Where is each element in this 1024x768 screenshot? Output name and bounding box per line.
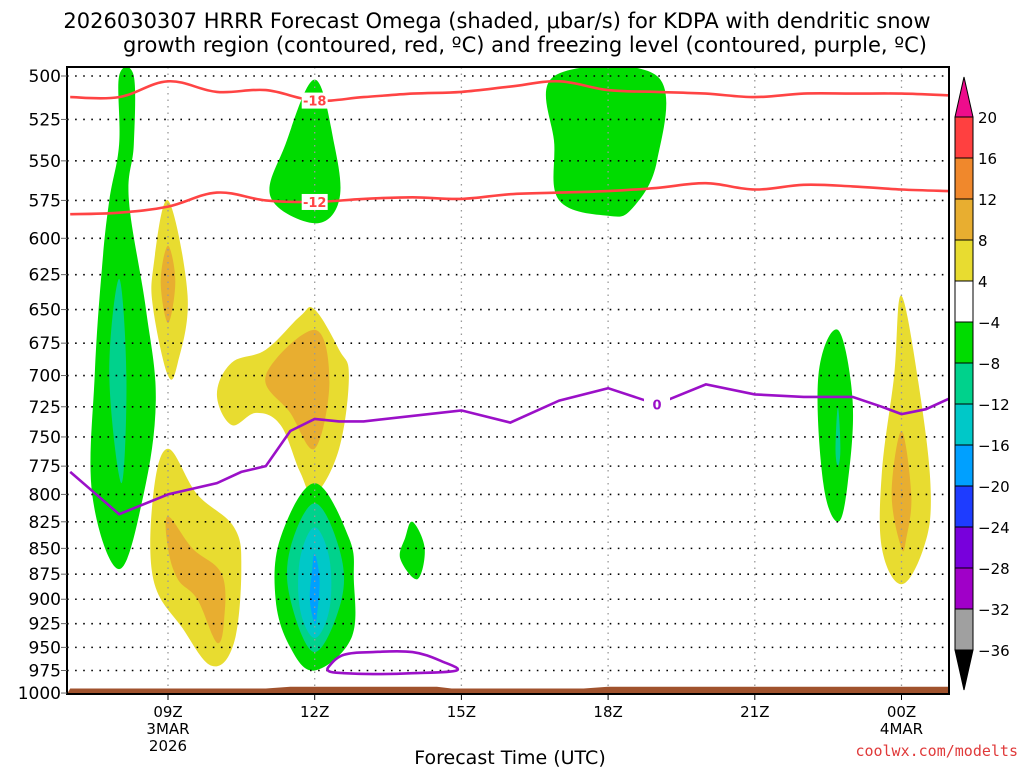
omega-region	[817, 329, 854, 522]
omega-region	[399, 521, 425, 580]
y-tick-label: 675	[29, 334, 61, 354]
colorbar-swatch	[954, 608, 974, 651]
terrain-fill	[67, 686, 949, 694]
contour-label: -18	[303, 95, 327, 110]
contours: -18 -12 0	[69, 79, 949, 676]
contour-label-bg	[301, 92, 328, 109]
y-tick-label: 925	[29, 615, 61, 635]
y-tick-label: 900	[29, 590, 61, 610]
x-tick-sublabel-date: 4MAR	[880, 720, 923, 738]
x-tick-label: 12Z	[300, 703, 329, 721]
y-tick-label: 725	[29, 398, 61, 418]
colorbar-swatch	[954, 362, 974, 405]
y-tick-label: 825	[29, 513, 61, 533]
omega-region	[269, 79, 341, 224]
freezing-level-contour-line	[69, 383, 949, 516]
colorbar-tick-label: 20	[978, 109, 997, 127]
colorbar-tick-label: −12	[978, 396, 1010, 414]
x-axis-label: Forecast Time (UTC)	[414, 747, 605, 768]
contour-label: 0	[652, 398, 661, 413]
colorbar-tick-label: −36	[978, 642, 1010, 660]
y-tick-label: 575	[29, 191, 61, 211]
y-tick-label: 650	[29, 301, 61, 321]
colorbar-swatch	[954, 239, 974, 282]
plot-frame	[66, 66, 950, 695]
y-tick-label: 775	[29, 457, 61, 477]
colorbar-tick-label: −8	[978, 355, 1000, 373]
grid-lines	[67, 67, 949, 694]
colorbar-swatch	[954, 321, 974, 364]
chart-title-line1: 2026030307 HRRR Forecast Omega (shaded, …	[63, 9, 930, 33]
y-tick-label: 550	[29, 152, 61, 172]
y-tick-label: 750	[29, 428, 61, 448]
colorbar-tick-label: 8	[978, 232, 988, 250]
y-tick-label: 600	[29, 229, 61, 249]
x-tick-label: 09Z	[153, 703, 182, 721]
x-tick-sublabel-year: 2026	[149, 737, 187, 755]
colorbar-swatch	[954, 157, 974, 200]
y-tick-label: 850	[29, 539, 61, 559]
colorbar-tick-label: −16	[978, 437, 1010, 455]
colorbar-swatch	[954, 567, 974, 610]
colorbar-over-arrow	[954, 76, 974, 118]
colorbar-under-arrow	[954, 649, 974, 691]
contour-label-bg	[301, 193, 328, 210]
y-tick-label: 625	[29, 266, 61, 286]
omega-region	[160, 245, 176, 324]
omega-region	[309, 553, 320, 625]
x-tick-label: 21Z	[740, 703, 769, 721]
colorbar-swatch	[954, 526, 974, 569]
freezing-level-contour-line	[326, 649, 460, 676]
colorbar-tick-label: 4	[978, 273, 988, 291]
y-tick-label: 800	[29, 485, 61, 505]
omega-region	[545, 67, 667, 217]
colorbar-swatch	[954, 280, 974, 323]
colorbar-swatch	[954, 116, 974, 159]
colorbar-tick-label: −32	[978, 601, 1010, 619]
contour-label-bg	[644, 396, 670, 413]
dgz-contour-line	[70, 181, 949, 216]
omega-region	[891, 431, 912, 552]
y-tick-label: 875	[29, 565, 61, 585]
omega-region	[879, 295, 931, 585]
colorbar-swatch	[954, 485, 974, 528]
y-tick-label: 525	[29, 110, 61, 130]
colorbar-tick-label: −24	[978, 519, 1010, 537]
y-tick-label: 950	[29, 638, 61, 658]
dgz-contour-line	[70, 79, 949, 103]
colorbar-swatch	[954, 444, 974, 487]
x-tick-label: 00Z	[887, 703, 916, 721]
omega-region	[109, 278, 127, 484]
colorbar-swatch	[954, 198, 974, 241]
colorbar-swatch	[954, 403, 974, 446]
colorbar: 20 16 12 8 4 −4 −8 −12 −16 −20 −24 −28 −32 −36	[954, 76, 1010, 691]
plot-area: -18 -12 0	[66, 66, 950, 695]
colorbar-tick-label: 16	[978, 150, 997, 168]
x-tick-sublabel-date: 3MAR	[146, 720, 189, 738]
x-tick-label: 15Z	[447, 703, 476, 721]
y-tick-label: 700	[29, 367, 61, 387]
x-tick-label: 18Z	[593, 703, 622, 721]
y-tick-label: 975	[29, 662, 61, 682]
chart-title-line2: growth region (contoured, red, ºC) and f…	[123, 33, 927, 57]
contour-label: -12	[303, 196, 327, 211]
colorbar-tick-label: 12	[978, 191, 997, 209]
y-tick-label: 1000	[18, 684, 61, 704]
y-axis: 500 525 550 575 600 625 650 675 700 725 750 775 800 8…	[18, 67, 67, 704]
terrain-area	[67, 686, 949, 694]
colorbar-tick-label: −4	[978, 314, 1000, 332]
colorbar-tick-label: −20	[978, 478, 1010, 496]
colorbar-tick-label: −28	[978, 560, 1010, 578]
credit-text: coolwx.com/modelts	[855, 742, 1018, 760]
y-tick-label: 500	[29, 67, 61, 87]
